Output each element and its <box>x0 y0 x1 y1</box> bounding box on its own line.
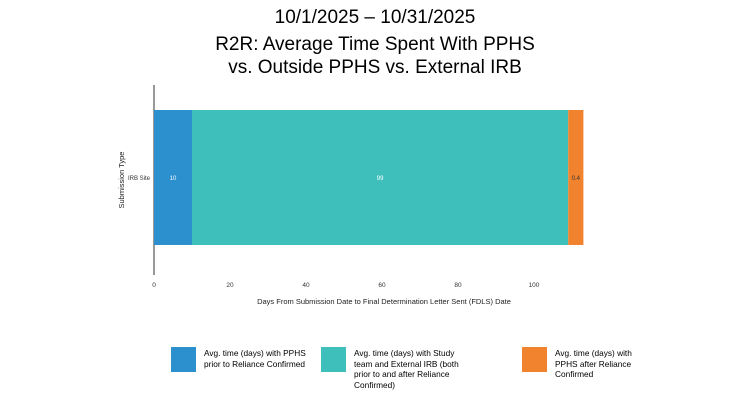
legend-swatch <box>171 347 196 372</box>
x-tick-label: 80 <box>454 282 462 289</box>
data-label-2: 99 <box>377 176 384 182</box>
legend-label: Avg. time (days) with PPHS prior to Reli… <box>204 348 306 369</box>
data-label-1: 10 <box>170 176 177 182</box>
x-tick-label: 100 <box>529 282 540 289</box>
legend-item-study-team-external-irb: Avg. time (days) with Study team and Ext… <box>321 347 474 390</box>
category-label: IRB Site <box>128 176 151 182</box>
bar-segment-1 <box>154 110 192 245</box>
chart-subtitle: vs. Outside PPHS vs. External IRB <box>228 57 522 78</box>
legend-item-pphs-after: Avg. time (days) with PPHS after Relianc… <box>522 347 637 380</box>
x-axis-title: Days From Submission Date to Final Deter… <box>257 297 511 306</box>
legend-swatch <box>522 347 547 372</box>
legend-item-pphs-prior: Avg. time (days) with PPHS prior to Reli… <box>171 347 314 372</box>
bar-segment-2 <box>192 110 569 245</box>
x-tick-label: 20 <box>226 282 234 289</box>
legend-swatch <box>321 347 346 372</box>
chart-title: R2R: Average Time Spent With PPHS <box>215 34 535 55</box>
x-tick-label: 60 <box>378 282 386 289</box>
data-label-3: 0.4 <box>572 176 581 182</box>
y-axis-title: Submission Type <box>117 152 126 209</box>
x-tick-label: 40 <box>302 282 310 289</box>
legend-label: Avg. time (days) with Study team and Ext… <box>354 348 459 390</box>
bar-segment-3 <box>568 110 584 245</box>
chart-title-dates: 10/1/2025 – 10/31/2025 <box>274 7 476 28</box>
x-tick-label: 0 <box>152 282 156 289</box>
legend-label: Avg. time (days) with PPHS after Relianc… <box>555 348 632 379</box>
